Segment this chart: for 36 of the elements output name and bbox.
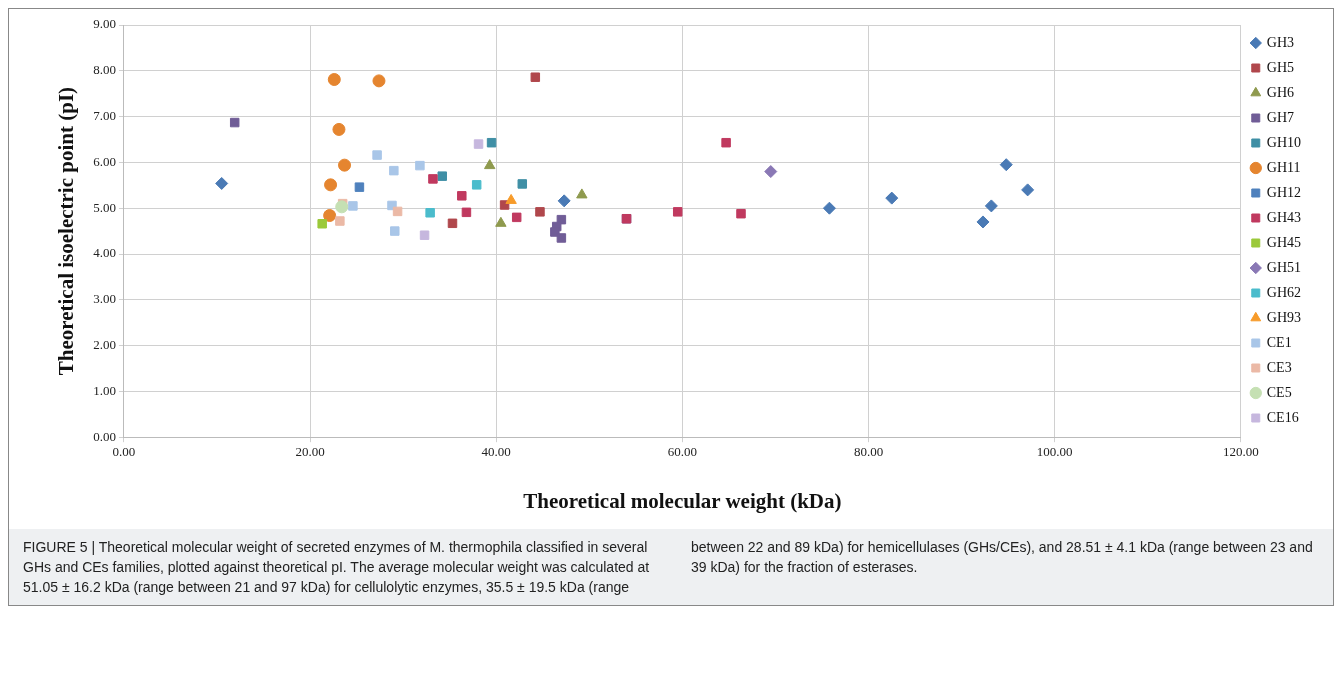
y-tick-label: 2.00 (93, 337, 116, 353)
y-tick-label: 4.00 (93, 245, 116, 261)
y-axis-title: Theoretical isoelectric point (pI) (54, 86, 79, 376)
y-tick-label: 0.00 (93, 428, 116, 444)
x-tick-label: 120.00 (1222, 444, 1259, 460)
legend-label: GH6 (1266, 84, 1295, 100)
y-tick-label: 6.00 (93, 153, 116, 169)
legend-label: GH45 (1266, 234, 1302, 250)
text: FIGURE 5 | Theoretical molecular weight of secreted enzymes of M. thermophila classified in several GHs and CEs families, plotted against theoretical pI. The average molecular weight was calculated at 51.05 ± 16.2 kDa (range between 21 and 97 kDa) for cellulolytic enzymes, 35.5 ± 19.5 kDa (range between 22 and 89 kDa) for hemicellulases (GHs/CEs), and 28.51 ± 4.1 kDa (range between 23 and 39 kDa) for the fraction of esterases. (23, 539, 1313, 595)
legend-label: GH93 (1266, 309, 1302, 325)
x-tick-label: 100.00 (1036, 444, 1073, 460)
legend-label: CE5 (1266, 384, 1292, 400)
y-tick-label: 5.00 (93, 199, 116, 215)
legend-label: GH3 (1266, 34, 1295, 50)
legend-label: GH43 (1266, 209, 1302, 225)
y-tick-label: 1.00 (93, 382, 116, 398)
x-tick-label: 0.00 (112, 444, 136, 460)
x-axis-title: Theoretical molecular weight (kDa) (523, 488, 842, 513)
legend-label: GH11 (1266, 159, 1301, 175)
x-tick-label: 40.00 (481, 444, 511, 460)
legend-label: GH62 (1266, 284, 1302, 300)
legend-label: CE16 (1266, 409, 1299, 425)
legend-label: CE3 (1266, 359, 1292, 375)
y-tick-label: 8.00 (93, 62, 116, 78)
x-tick-label: 20.00 (295, 444, 325, 460)
x-tick-label: 80.00 (853, 444, 884, 460)
y-tick-label: 3.00 (93, 291, 116, 307)
legend-label: CE1 (1266, 334, 1292, 350)
legend-label: GH12 (1266, 184, 1302, 200)
legend-label: GH10 (1266, 134, 1302, 150)
legend-label: GH5 (1266, 59, 1295, 75)
y-tick-label: 9.00 (93, 16, 116, 32)
legend-label: GH7 (1266, 109, 1295, 125)
y-tick-label: 7.00 (93, 108, 116, 124)
x-tick-label: 60.00 (667, 444, 697, 460)
legend-label: GH51 (1266, 259, 1302, 275)
